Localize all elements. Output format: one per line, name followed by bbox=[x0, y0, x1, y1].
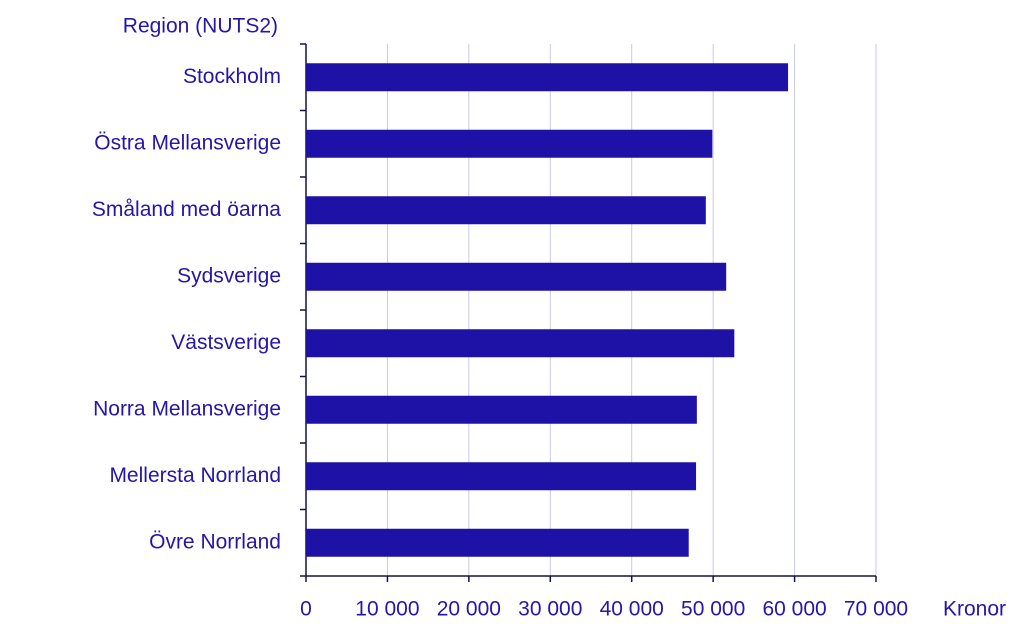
bar bbox=[306, 329, 735, 358]
y-tick-label: Sydsverige bbox=[177, 264, 281, 287]
bar bbox=[306, 63, 789, 92]
y-axis-label: Region (NUTS2) bbox=[123, 15, 278, 38]
x-tick-label: 60 000 bbox=[762, 598, 826, 621]
y-tick-label: Övre Norrland bbox=[149, 530, 281, 553]
y-tick-label: Västsverige bbox=[171, 331, 281, 354]
x-tick-label: 40 000 bbox=[600, 598, 664, 621]
y-tick-label: Stockholm bbox=[183, 65, 281, 88]
bar bbox=[306, 129, 713, 158]
bar bbox=[306, 528, 689, 557]
bar bbox=[306, 462, 697, 491]
y-tick-label: Mellersta Norrland bbox=[109, 464, 281, 487]
x-axis-label: Kronor bbox=[943, 598, 1006, 621]
y-tick-label: Norra Mellansverige bbox=[93, 397, 281, 420]
bar bbox=[306, 196, 706, 225]
bar bbox=[306, 395, 697, 424]
x-tick-label: 0 bbox=[300, 598, 312, 621]
x-tick-label: 30 000 bbox=[518, 598, 582, 621]
x-tick-label: 50 000 bbox=[681, 598, 745, 621]
x-tick-label: 20 000 bbox=[437, 598, 501, 621]
bar bbox=[306, 262, 727, 291]
x-tick-label: 70 000 bbox=[844, 598, 908, 621]
y-tick-label: Östra Mellansverige bbox=[94, 131, 281, 154]
x-tick-label: 10 000 bbox=[355, 598, 419, 621]
y-tick-label: Småland med öarna bbox=[92, 198, 281, 221]
